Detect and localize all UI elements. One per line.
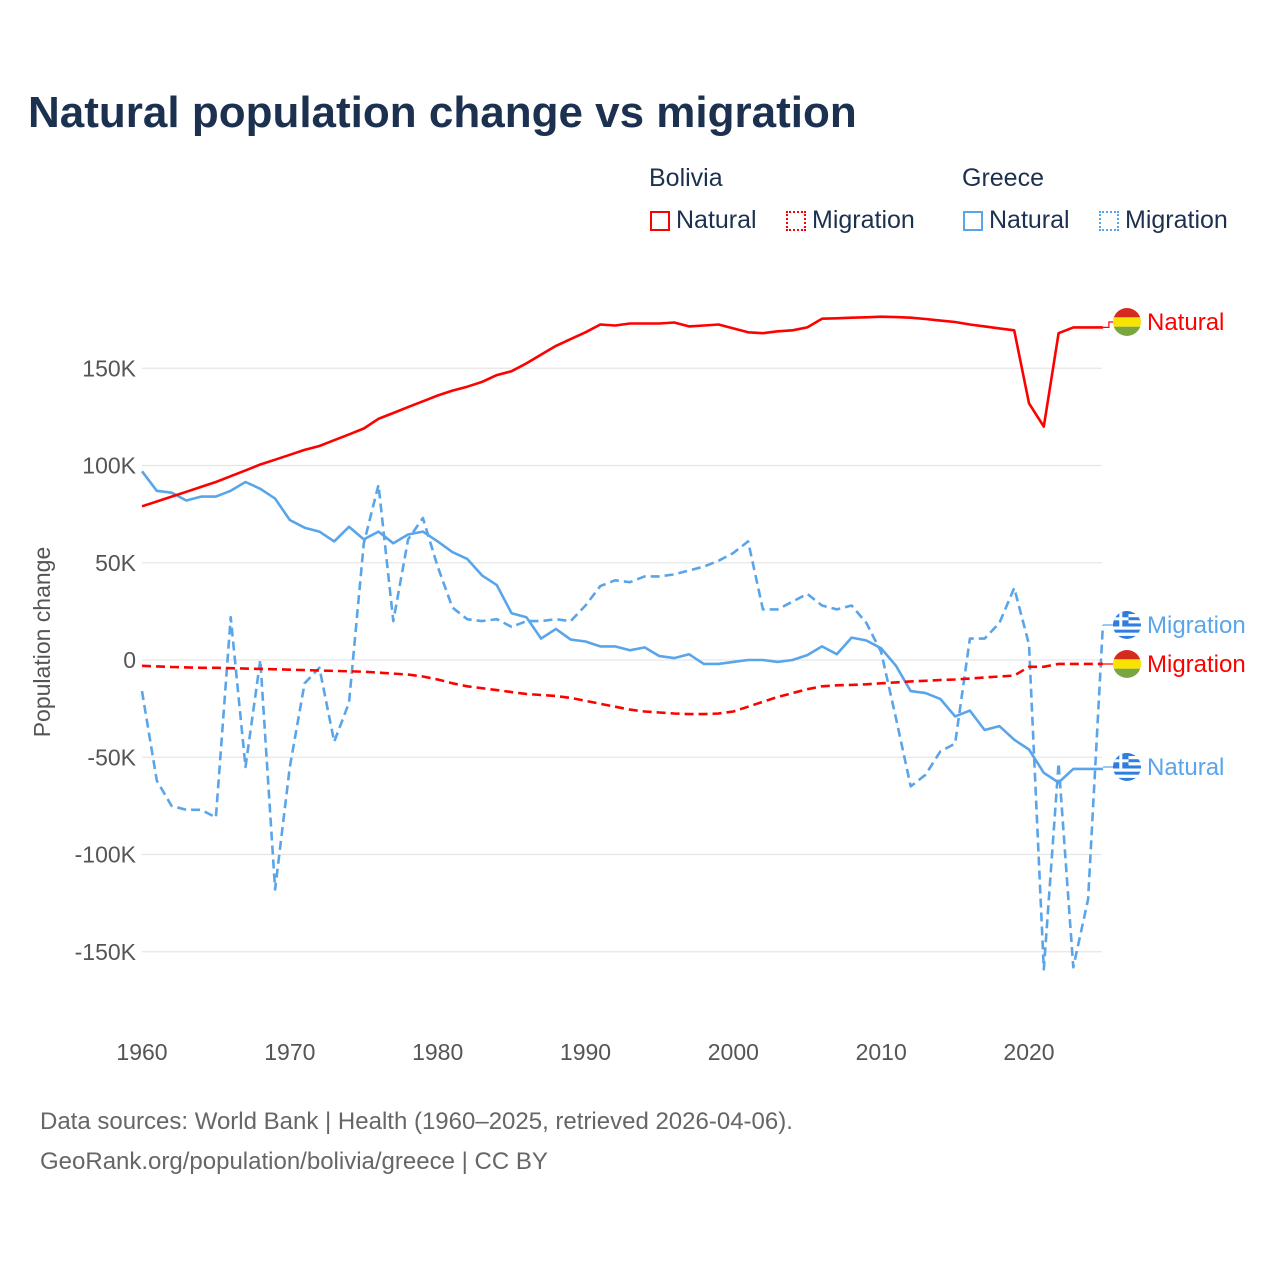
legend-label: Migration — [812, 206, 915, 234]
series-line-bolivia-migration[interactable] — [141, 662, 1103, 716]
legend-swatch-solid — [650, 210, 670, 231]
x-tick-label: 2010 — [856, 1039, 907, 1065]
y-tick-label: 0 — [123, 647, 136, 673]
legend-label: Migration — [1125, 206, 1228, 234]
x-tick-label: 1990 — [560, 1039, 611, 1065]
y-tick-label: -50K — [87, 744, 136, 770]
legend-greece-migration[interactable]: Migration — [1099, 206, 1228, 235]
footer-sources: Data sources: World Bank | Health (1960–… — [40, 1108, 793, 1135]
end-label-bolivia-natural: Natural — [1147, 309, 1224, 336]
chart-title: Natural population change vs migration — [28, 88, 857, 137]
series-line-greece-natural[interactable] — [140, 470, 1103, 784]
footer-url[interactable]: GeoRank.org/population/bolivia/greece | … — [40, 1148, 548, 1175]
greece-flag-icon — [1113, 753, 1141, 781]
legend-swatch-dotted — [786, 210, 806, 231]
legend-label: Natural — [989, 206, 1070, 234]
legend-swatch-solid — [963, 210, 983, 231]
legend-greece-natural[interactable]: Natural — [963, 206, 1070, 235]
series-line-greece-migration[interactable] — [140, 483, 1105, 971]
bolivia-flag-icon — [1113, 308, 1141, 336]
y-tick-label: 150K — [82, 355, 136, 381]
legend-bolivia-migration[interactable]: Migration — [786, 206, 915, 235]
end-label-greece-migration: Migration — [1147, 612, 1246, 639]
bolivia-flag-icon — [1113, 650, 1141, 678]
end-label-greece-natural: Natural — [1147, 754, 1224, 781]
legend-group-greece: Greece — [962, 164, 1044, 192]
y-tick-label: 50K — [95, 550, 137, 576]
legend-bolivia-natural[interactable]: Natural — [650, 206, 757, 235]
x-tick-label: 2000 — [708, 1039, 759, 1065]
y-tick-label: 100K — [82, 453, 136, 479]
x-tick-label: 1980 — [412, 1039, 463, 1065]
legend-group-bolivia: Bolivia — [649, 164, 723, 192]
x-tick-label: 2020 — [1003, 1039, 1054, 1065]
legend-label: Natural — [676, 206, 757, 234]
x-tick-label: 1960 — [116, 1039, 167, 1065]
y-tick-label: -100K — [75, 842, 137, 868]
y-tick-label: -150K — [75, 939, 137, 965]
greece-flag-icon — [1113, 611, 1141, 639]
label-leader-line — [1102, 321, 1113, 329]
series-line-bolivia-natural[interactable] — [141, 315, 1103, 508]
legend-swatch-dotted — [1099, 210, 1119, 231]
y-axis-label: Population change — [29, 547, 55, 738]
end-label-bolivia-migration: Migration — [1147, 651, 1246, 678]
plot-area: 150K 100K 50K 0 -50K -100K -150K 1960 1970 1980 19… — [29, 308, 1246, 1065]
x-tick-label: 1970 — [264, 1039, 315, 1065]
